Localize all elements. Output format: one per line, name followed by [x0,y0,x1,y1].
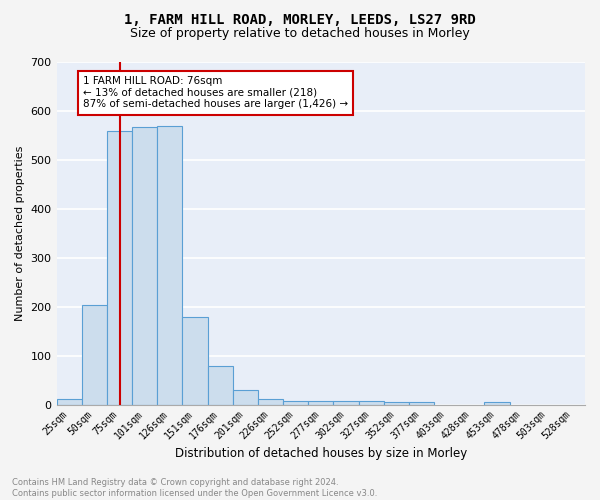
Text: 1, FARM HILL ROAD, MORLEY, LEEDS, LS27 9RD: 1, FARM HILL ROAD, MORLEY, LEEDS, LS27 9… [124,12,476,26]
Bar [308,400,334,404]
Bar [56,398,82,404]
Bar [233,390,258,404]
Bar [484,402,509,404]
Bar [208,366,233,405]
Y-axis label: Number of detached properties: Number of detached properties [15,146,25,320]
Bar [132,126,157,404]
Bar [359,400,383,404]
Bar [258,398,283,404]
Bar [409,402,434,404]
Text: Size of property relative to detached houses in Morley: Size of property relative to detached ho… [130,28,470,40]
Bar [182,318,208,404]
Bar [283,400,308,404]
Bar [107,131,132,404]
Bar [383,402,409,404]
Text: 1 FARM HILL ROAD: 76sqm
← 13% of detached houses are smaller (218)
87% of semi-d: 1 FARM HILL ROAD: 76sqm ← 13% of detache… [83,76,348,110]
Bar [82,304,107,404]
Text: Contains HM Land Registry data © Crown copyright and database right 2024.
Contai: Contains HM Land Registry data © Crown c… [12,478,377,498]
X-axis label: Distribution of detached houses by size in Morley: Distribution of detached houses by size … [175,447,467,460]
Bar [157,126,182,404]
Bar [334,400,359,404]
